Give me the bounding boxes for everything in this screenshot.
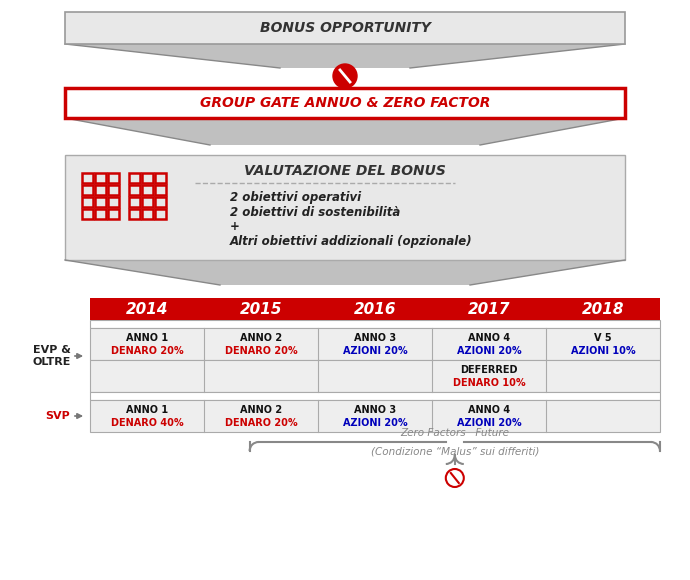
- Bar: [108, 209, 119, 219]
- FancyBboxPatch shape: [65, 12, 625, 44]
- Text: AZIONI 20%: AZIONI 20%: [457, 346, 522, 356]
- Text: ANNO 3: ANNO 3: [354, 405, 396, 415]
- Text: AZIONI 20%: AZIONI 20%: [343, 346, 407, 356]
- Bar: [108, 197, 119, 207]
- Bar: [82, 209, 93, 219]
- Text: ANNO 4: ANNO 4: [468, 332, 510, 343]
- Bar: [95, 173, 106, 183]
- Text: DENARO 20%: DENARO 20%: [225, 418, 297, 428]
- Bar: [155, 185, 166, 195]
- Bar: [95, 197, 106, 207]
- Text: +: +: [230, 220, 240, 234]
- Text: ANNO 4: ANNO 4: [468, 405, 510, 415]
- FancyBboxPatch shape: [90, 360, 660, 392]
- Text: SVP: SVP: [46, 411, 70, 421]
- Text: BONUS OPPORTUNITY: BONUS OPPORTUNITY: [259, 21, 431, 35]
- Bar: [82, 173, 93, 183]
- Bar: [129, 173, 140, 183]
- Circle shape: [333, 64, 357, 88]
- Text: Zero Factors   Future: Zero Factors Future: [400, 428, 509, 438]
- Bar: [95, 185, 106, 195]
- Bar: [142, 197, 153, 207]
- Text: EVP &
OLTRE: EVP & OLTRE: [33, 345, 71, 367]
- Text: VALUTAZIONE DEL BONUS: VALUTAZIONE DEL BONUS: [244, 164, 446, 178]
- Text: DEFERRED: DEFERRED: [460, 365, 518, 375]
- Text: DENARO 20%: DENARO 20%: [225, 346, 297, 356]
- Text: (Condizione “Malus” sui differiti): (Condizione “Malus” sui differiti): [371, 446, 539, 456]
- Circle shape: [446, 469, 464, 487]
- Bar: [129, 197, 140, 207]
- Text: 2015: 2015: [239, 302, 282, 317]
- Text: DENARO 20%: DENARO 20%: [110, 346, 184, 356]
- Bar: [155, 197, 166, 207]
- Text: ANNO 3: ANNO 3: [354, 332, 396, 343]
- Bar: [129, 209, 140, 219]
- Text: 2014: 2014: [126, 302, 168, 317]
- Text: ANNO 2: ANNO 2: [240, 332, 282, 343]
- Text: AZIONI 20%: AZIONI 20%: [457, 418, 522, 428]
- Bar: [142, 209, 153, 219]
- FancyBboxPatch shape: [90, 328, 660, 360]
- FancyBboxPatch shape: [65, 88, 625, 118]
- Bar: [82, 197, 93, 207]
- FancyBboxPatch shape: [90, 400, 660, 432]
- Polygon shape: [65, 118, 625, 145]
- Bar: [142, 173, 153, 183]
- Text: 2 obiettivi di sostenibilità: 2 obiettivi di sostenibilità: [230, 205, 400, 219]
- FancyBboxPatch shape: [65, 155, 625, 260]
- Polygon shape: [65, 260, 625, 285]
- Text: V 5: V 5: [594, 332, 612, 343]
- Polygon shape: [65, 44, 625, 68]
- Text: GROUP GATE ANNUO & ZERO FACTOR: GROUP GATE ANNUO & ZERO FACTOR: [200, 96, 490, 110]
- Text: DENARO 40%: DENARO 40%: [110, 418, 184, 428]
- Text: 2018: 2018: [582, 302, 624, 317]
- FancyBboxPatch shape: [90, 298, 660, 320]
- Bar: [82, 185, 93, 195]
- Bar: [108, 173, 119, 183]
- Text: DENARO 10%: DENARO 10%: [453, 378, 525, 388]
- Text: AZIONI 20%: AZIONI 20%: [343, 418, 407, 428]
- Text: ANNO 2: ANNO 2: [240, 405, 282, 415]
- Text: ANNO 1: ANNO 1: [126, 405, 168, 415]
- Text: 2 obiettivi operativi: 2 obiettivi operativi: [230, 190, 361, 204]
- Bar: [95, 209, 106, 219]
- Bar: [108, 185, 119, 195]
- Bar: [142, 185, 153, 195]
- Text: Altri obiettivi addizionali (opzionale): Altri obiettivi addizionali (opzionale): [230, 235, 473, 248]
- Bar: [129, 185, 140, 195]
- Bar: [155, 209, 166, 219]
- FancyBboxPatch shape: [90, 392, 660, 400]
- Text: 2016: 2016: [354, 302, 396, 317]
- Bar: [155, 173, 166, 183]
- FancyBboxPatch shape: [90, 320, 660, 328]
- Text: 2017: 2017: [468, 302, 510, 317]
- Text: ANNO 1: ANNO 1: [126, 332, 168, 343]
- Text: AZIONI 10%: AZIONI 10%: [571, 346, 635, 356]
